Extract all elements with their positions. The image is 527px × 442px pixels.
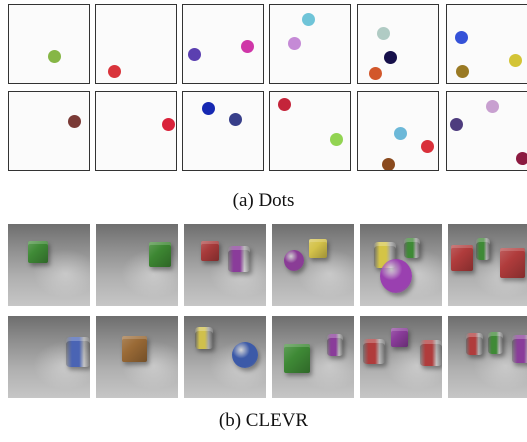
dot [187,47,201,61]
dots-panel [182,91,264,171]
cube-object [28,241,48,263]
dots-panel [269,91,351,171]
dot [329,132,343,146]
cube-object [309,239,327,258]
sphere-object [232,342,258,368]
cylinder-object [363,339,385,364]
clevr-scene [272,316,354,398]
dots-panel [95,91,177,171]
clevr-scene [360,316,442,398]
cylinder-object [488,332,503,354]
dot [485,99,499,113]
cylinder-object [66,337,90,367]
cylinder-object [512,335,527,363]
sphere-object [284,250,304,271]
cube-object [149,242,171,267]
dot [107,64,121,78]
clevr-scene [184,316,266,398]
dot [383,50,397,64]
cube-object [201,241,219,261]
dots-panel [357,91,439,171]
dot [301,12,315,26]
cylinder-object [420,340,442,366]
dot [287,36,301,50]
clevr-scene [272,224,354,306]
dots-panel [357,4,439,84]
dot [228,112,242,126]
dot [420,139,434,153]
dots-caption: (a) Dots [232,190,295,211]
cylinder-object [195,327,213,349]
cube-object [122,336,147,362]
clevr-caption: (b) CLEVR [218,410,309,431]
cube-object [284,344,310,373]
dot [240,39,254,53]
clevr-scene [184,224,266,306]
dots-panel [269,4,351,84]
dot [47,49,61,63]
dot [277,97,291,111]
dot [368,66,382,80]
dot [515,151,527,165]
clevr-scene [96,316,178,398]
clevr-scene [360,224,442,306]
sphere-object [380,259,412,293]
cylinder-object [228,246,250,272]
cylinder-object [327,334,343,356]
dot [67,114,81,128]
dot [393,126,407,140]
dot [376,26,390,40]
cube-object [451,245,473,271]
dot [201,101,215,115]
cube-object [500,248,525,278]
dot [454,30,468,44]
clevr-scene [448,224,527,306]
cylinder-object [466,333,483,355]
clevr-scene [8,224,90,306]
cube-object [391,328,408,347]
cylinder-object [404,238,420,258]
clevr-scene [448,316,527,398]
dot [161,117,175,131]
dots-panel [8,4,90,84]
clevr-scene [8,316,90,398]
dot [508,53,522,67]
dots-panel [95,4,177,84]
dot [449,117,463,131]
dots-panel [182,4,264,84]
cylinder-object [476,238,490,260]
dots-panel [8,91,90,171]
dot [455,64,469,78]
dot [381,157,395,170]
clevr-scene [96,224,178,306]
dots-panel [446,91,527,171]
dots-panel [446,4,527,84]
